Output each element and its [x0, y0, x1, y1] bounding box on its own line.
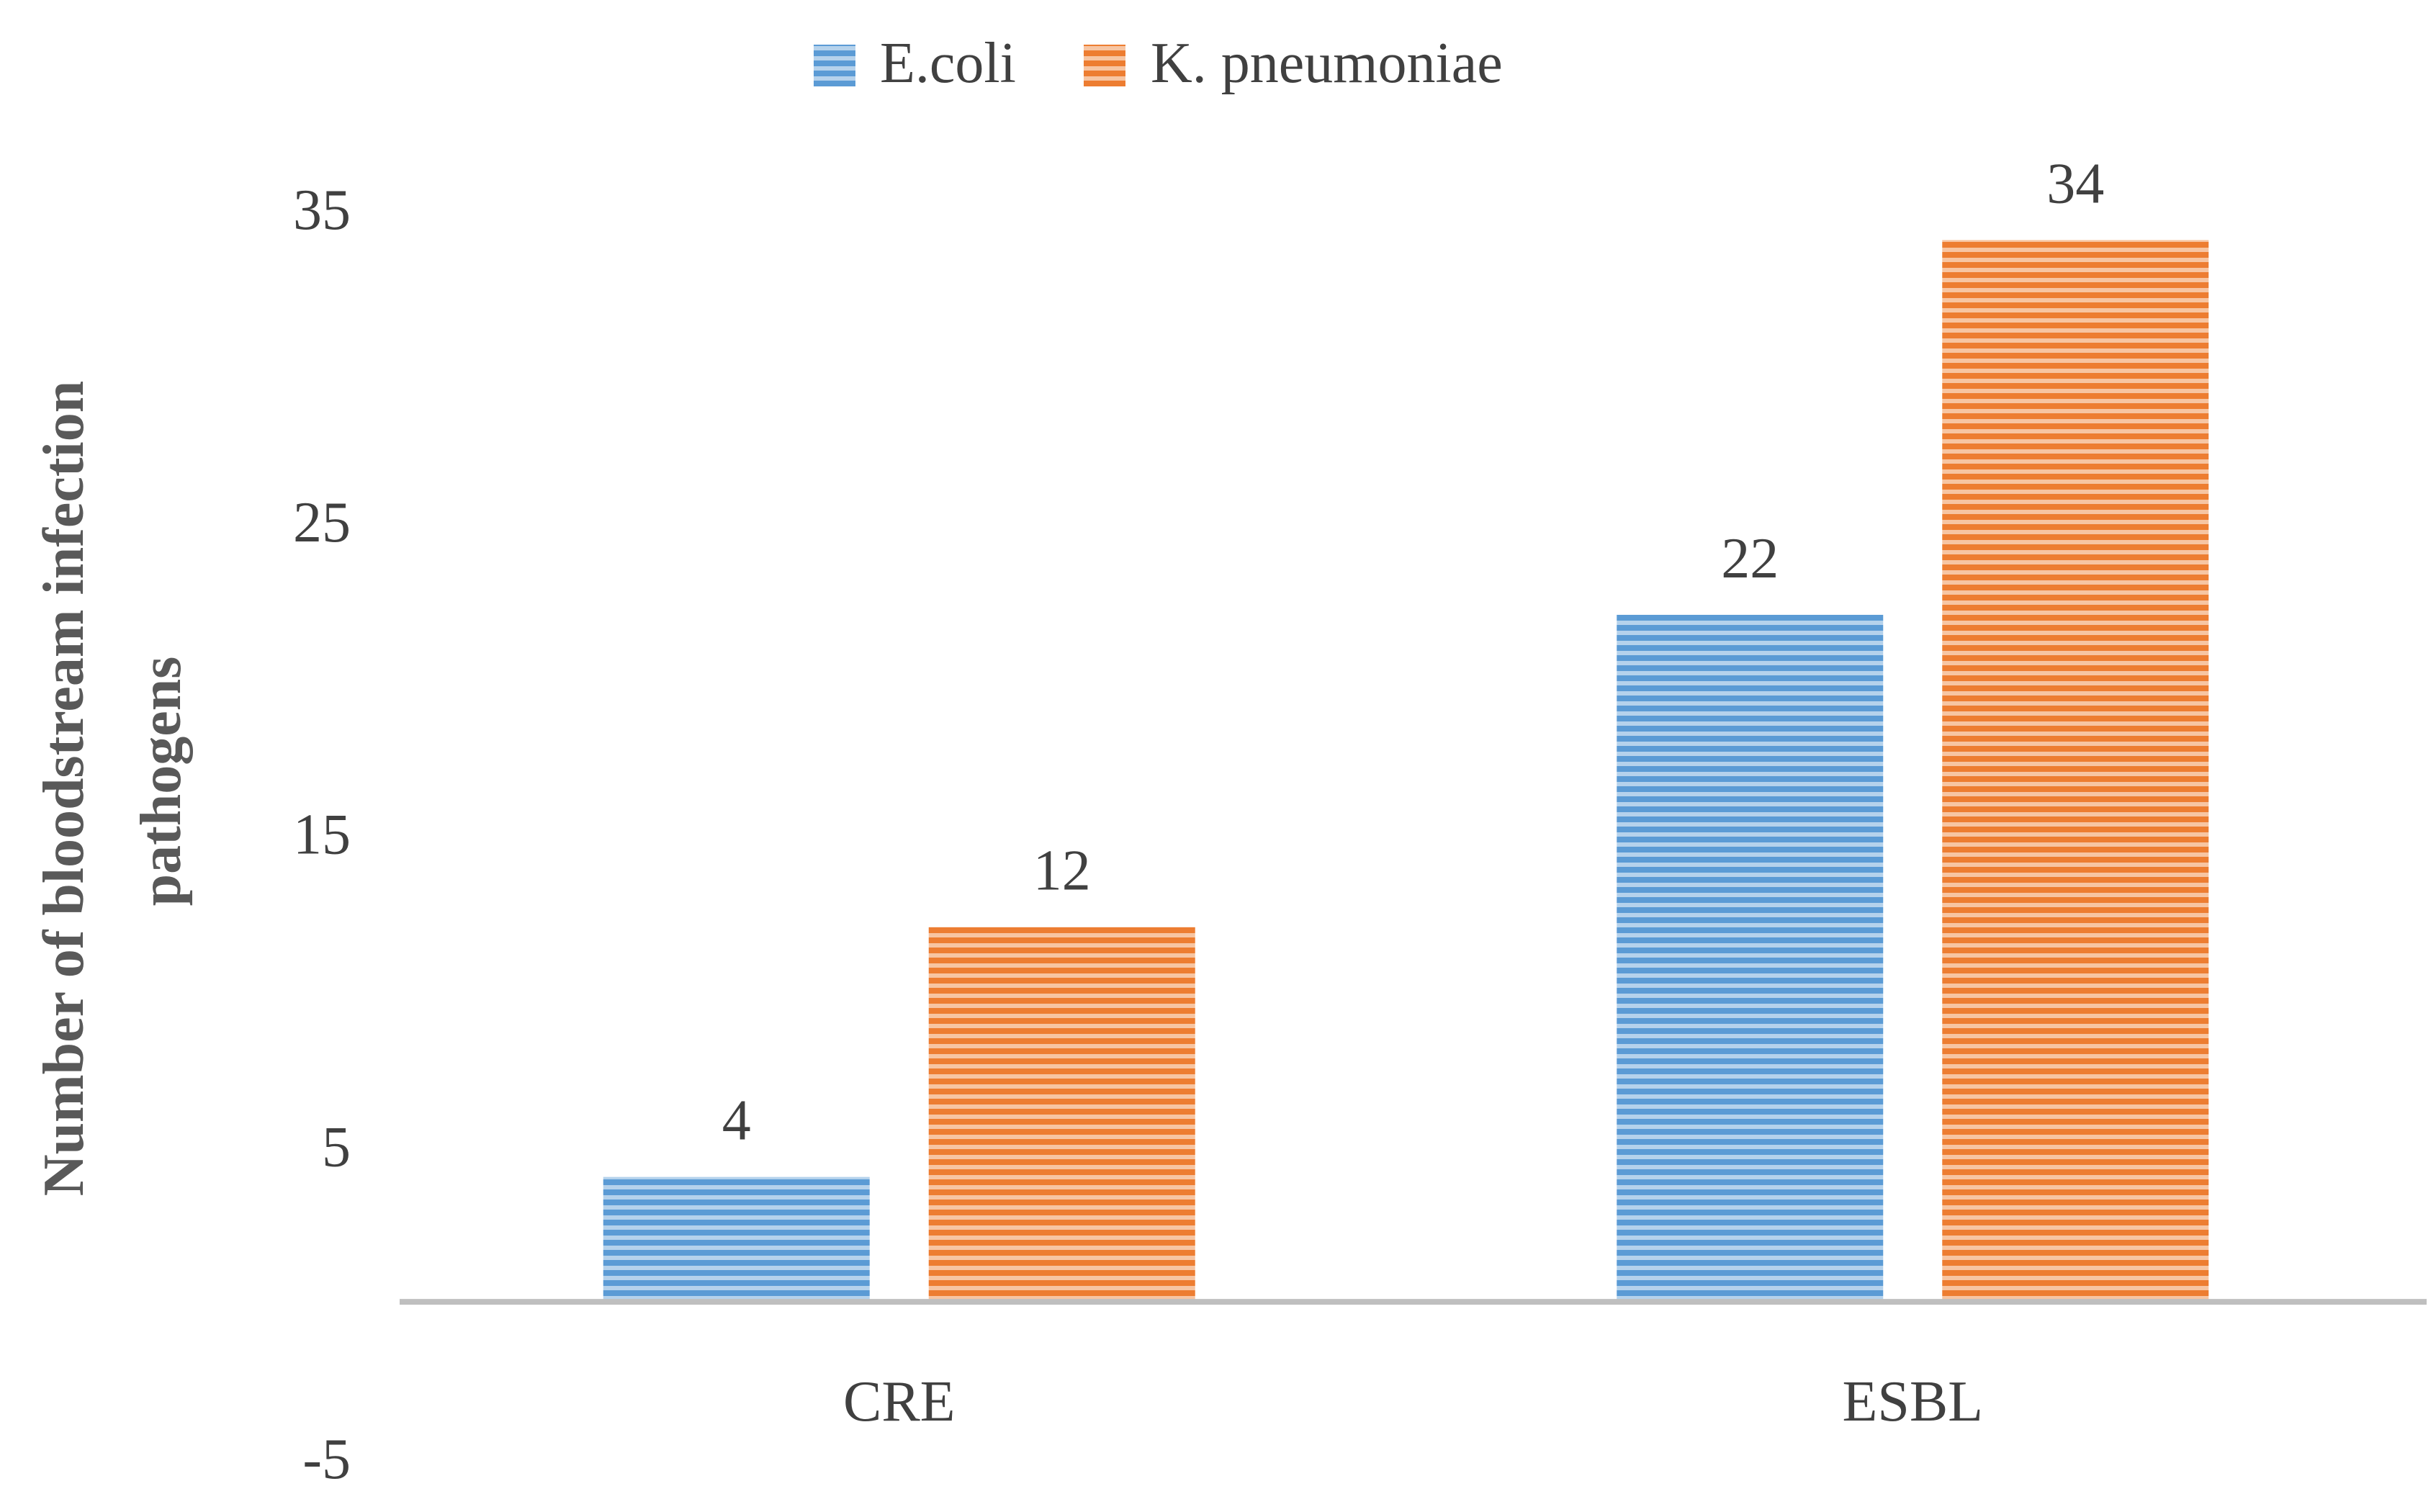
bar-esbl-series-1 — [1942, 240, 2209, 1302]
bars — [603, 240, 2209, 1302]
bar-cre-series-1 — [928, 927, 1195, 1302]
y-axis-title: Number of bloodstream infection pathogen… — [32, 366, 193, 1197]
data-label: 22 — [1721, 527, 1779, 590]
legend: E.coli K. pneumoniae — [814, 32, 1503, 95]
y-tick-label: -5 — [302, 1428, 351, 1491]
legend-label-kpneumoniae: K. pneumoniae — [1151, 32, 1503, 95]
legend-label-ecoli: E.coli — [880, 32, 1016, 95]
y-tick-label: 15 — [293, 804, 351, 867]
y-axis-title-line-2: pathogens — [130, 657, 193, 906]
bar-cre-series-0 — [603, 1176, 870, 1302]
data-labels: 4 12 22 34 — [722, 152, 2105, 1152]
x-axis-ticks: CRE ESBL — [843, 1370, 1983, 1434]
bar-esbl-series-0 — [1617, 614, 1884, 1302]
data-label: 4 — [722, 1089, 751, 1153]
data-label: 34 — [2046, 152, 2104, 215]
y-axis-title-line-1: Number of bloodstream infection — [32, 381, 96, 1197]
y-tick-label: 25 — [293, 491, 351, 554]
x-tick-label: CRE — [843, 1370, 956, 1434]
legend-swatch-ecoli — [814, 45, 855, 86]
y-axis-ticks: 35 25 15 5 -5 — [293, 179, 351, 1491]
legend-swatch-kpneumoniae — [1084, 45, 1125, 86]
x-tick-label: ESBL — [1842, 1370, 1983, 1434]
data-label: 12 — [1033, 840, 1091, 903]
y-tick-label: 35 — [293, 179, 351, 242]
y-tick-label: 5 — [322, 1115, 351, 1179]
